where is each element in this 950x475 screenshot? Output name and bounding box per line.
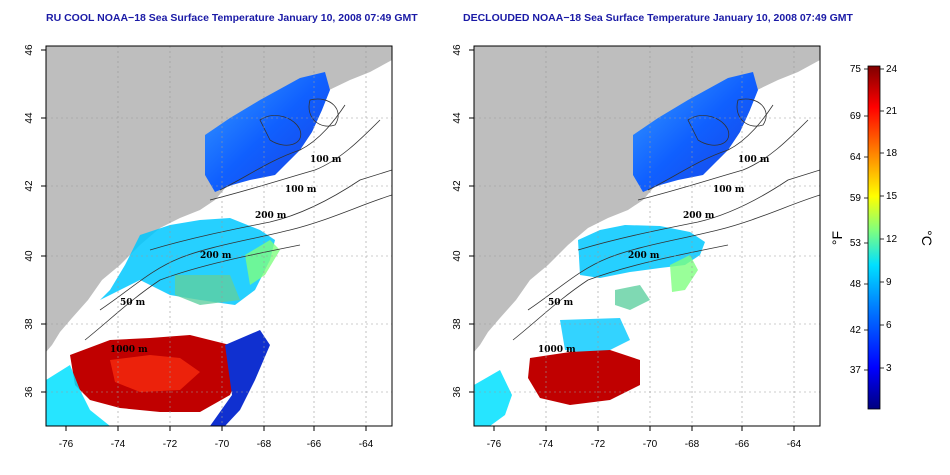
right-lat-tick: 44 [452, 112, 463, 124]
temperature-colorbar: 75 69 64 59 53 48 42 37 24 21 18 15 12 9… [829, 64, 935, 410]
celsius-tick: 18 [886, 148, 898, 159]
right-contour-label: 100 m [713, 185, 745, 195]
celsius-tick: 6 [886, 320, 892, 331]
left-contour-label: 100 m [285, 185, 317, 195]
right-contour-label: 200 m [683, 211, 715, 221]
celsius-tick: 12 [886, 234, 898, 245]
left-lat-tick: 46 [24, 44, 35, 56]
left-lon-tick: -68 [257, 439, 272, 450]
celsius-unit-label: °C [919, 230, 935, 246]
fahrenheit-tick: 69 [850, 111, 862, 122]
left-contour-label: 50 m [120, 298, 146, 308]
left-lat-tick: 42 [24, 180, 35, 192]
right-map-frame [473, 45, 821, 427]
right-lat-axis: 36 38 40 42 44 46 [452, 44, 474, 398]
left-lon-tick: -76 [59, 439, 74, 450]
left-lat-tick: 36 [24, 386, 35, 398]
right-lat-tick: 40 [452, 250, 463, 262]
left-map-frame [45, 45, 393, 427]
right-lat-tick: 36 [452, 386, 463, 398]
left-lat-tick: 38 [24, 318, 35, 330]
left-lon-tick: -70 [215, 439, 230, 450]
fahrenheit-unit-label: °F [829, 231, 845, 245]
left-contour-label: 200 m [255, 211, 287, 221]
colorbar-gradient [867, 65, 881, 410]
right-lon-tick: -66 [735, 439, 750, 450]
left-lat-tick: 40 [24, 250, 35, 262]
fahrenheit-tick: 59 [850, 193, 862, 204]
left-contour-label: 100 m [310, 155, 342, 165]
left-panel-title: RU COOL NOAA−18 Sea Surface Temperature … [46, 12, 418, 24]
fahrenheit-tick: 37 [850, 365, 862, 376]
celsius-tick: 24 [886, 64, 898, 75]
celsius-tick: 15 [886, 191, 898, 202]
left-lon-tick: -74 [111, 439, 126, 450]
left-contour-label: 200 m [200, 251, 232, 261]
right-lon-tick: -70 [643, 439, 658, 450]
right-lat-tick: 42 [452, 180, 463, 192]
left-lon-axis: -76 -74 -72 -70 -68 -66 -64 [59, 426, 374, 450]
right-map-panel: 100 m 100 m 200 m 200 m 50 m 1000 m -76 … [452, 44, 821, 450]
left-lon-tick: -66 [307, 439, 322, 450]
right-lon-tick: -68 [685, 439, 700, 450]
left-lon-tick: -64 [359, 439, 374, 450]
right-lat-tick: 46 [452, 44, 463, 56]
right-contour-label: 1000 m [538, 345, 576, 355]
celsius-tick: 21 [886, 106, 898, 117]
right-lon-tick: -72 [591, 439, 606, 450]
left-lat-tick: 44 [24, 112, 35, 124]
left-contour-label: 1000 m [110, 345, 148, 355]
right-lon-axis: -76 -74 -72 -70 -68 -66 -64 [487, 426, 802, 450]
fahrenheit-tick: 42 [850, 325, 862, 336]
right-lat-tick: 38 [452, 318, 463, 330]
celsius-tick: 9 [886, 277, 892, 288]
right-contour-label: 200 m [628, 251, 660, 261]
fahrenheit-tick: 53 [850, 238, 862, 249]
right-lon-tick: -64 [787, 439, 802, 450]
right-lon-tick: -76 [487, 439, 502, 450]
fahrenheit-tick: 64 [850, 152, 862, 163]
celsius-tick: 3 [886, 363, 892, 374]
right-contour-label: 50 m [548, 298, 574, 308]
left-map-panel: 100 m 100 m 200 m 200 m 50 m 1000 m -76 … [24, 44, 393, 450]
right-lon-tick: -74 [539, 439, 554, 450]
left-lon-tick: -72 [163, 439, 178, 450]
left-lat-axis: 36 38 40 42 44 46 [24, 44, 46, 398]
right-panel-title: DECLOUDED NOAA−18 Sea Surface Temperatur… [463, 12, 853, 24]
fahrenheit-tick: 48 [850, 279, 862, 290]
right-contour-label: 100 m [738, 155, 770, 165]
fahrenheit-tick: 75 [850, 64, 862, 75]
